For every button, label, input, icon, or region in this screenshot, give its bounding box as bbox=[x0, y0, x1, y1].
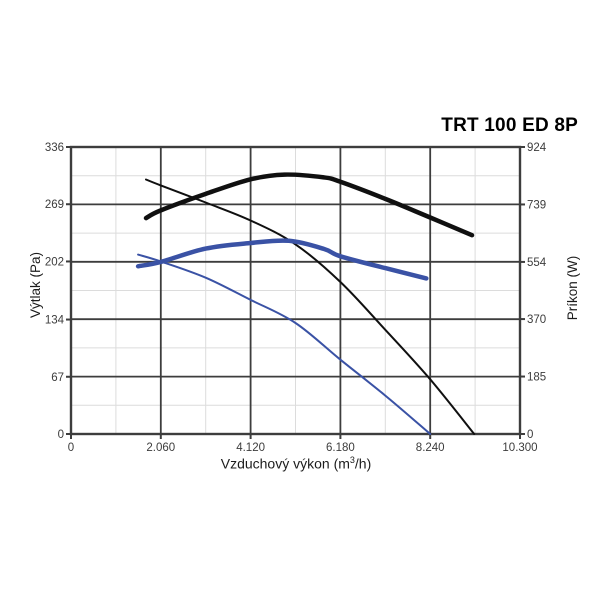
plot-frame bbox=[69, 145, 522, 436]
pressure-low-speed-curve bbox=[137, 253, 432, 435]
y-axis-left-tick-label: 0 bbox=[58, 429, 64, 441]
y-axis-right-tick-label: 370 bbox=[527, 314, 546, 326]
x-axis-label-text: Vzduchový výkon (m bbox=[220, 455, 350, 472]
y-axis-right-tick-label: 554 bbox=[527, 257, 547, 269]
y-axis-right-tick-label: 924 bbox=[527, 142, 547, 154]
chart-title: TRT 100 ED 8P bbox=[441, 115, 578, 136]
pressure-high-speed-curve bbox=[145, 178, 476, 435]
x-axis-label-superscript: 3 bbox=[349, 455, 355, 465]
y-axis-left-tick-label: 336 bbox=[45, 142, 64, 154]
power-low-speed-curve bbox=[135, 238, 429, 281]
y-axis-right-tick-label: 739 bbox=[527, 199, 546, 211]
x-axis-tick-label: 4.120 bbox=[236, 442, 265, 454]
y-axis-left-tick-label: 67 bbox=[51, 372, 64, 384]
x-axis-tick-label: 10.300 bbox=[502, 442, 537, 454]
y-axis-left-tick-label: 202 bbox=[45, 256, 64, 268]
x-axis-label: Vzduchový výkon (m3/h) bbox=[146, 455, 446, 472]
y-axis-label-right: Príkon (W) bbox=[565, 255, 580, 321]
x-axis-tick-label: 8.240 bbox=[416, 442, 445, 454]
x-axis-tick-label: 0 bbox=[68, 442, 74, 454]
x-axis-label-unit: /h) bbox=[354, 455, 372, 472]
y-axis-left-tick-label: 269 bbox=[45, 199, 64, 211]
x-axis-tick-label: 2.060 bbox=[146, 442, 175, 454]
y-axis-left-tick-label: 134 bbox=[45, 315, 65, 327]
x-axis-tick-label: 6.180 bbox=[326, 442, 355, 454]
y-axis-right-tick-label: 0 bbox=[527, 429, 533, 441]
y-axis-label-left: Výtlak (Pa) bbox=[28, 251, 43, 319]
y-axis-right-tick-label: 185 bbox=[527, 372, 546, 384]
power-high-speed-curve bbox=[143, 172, 475, 238]
